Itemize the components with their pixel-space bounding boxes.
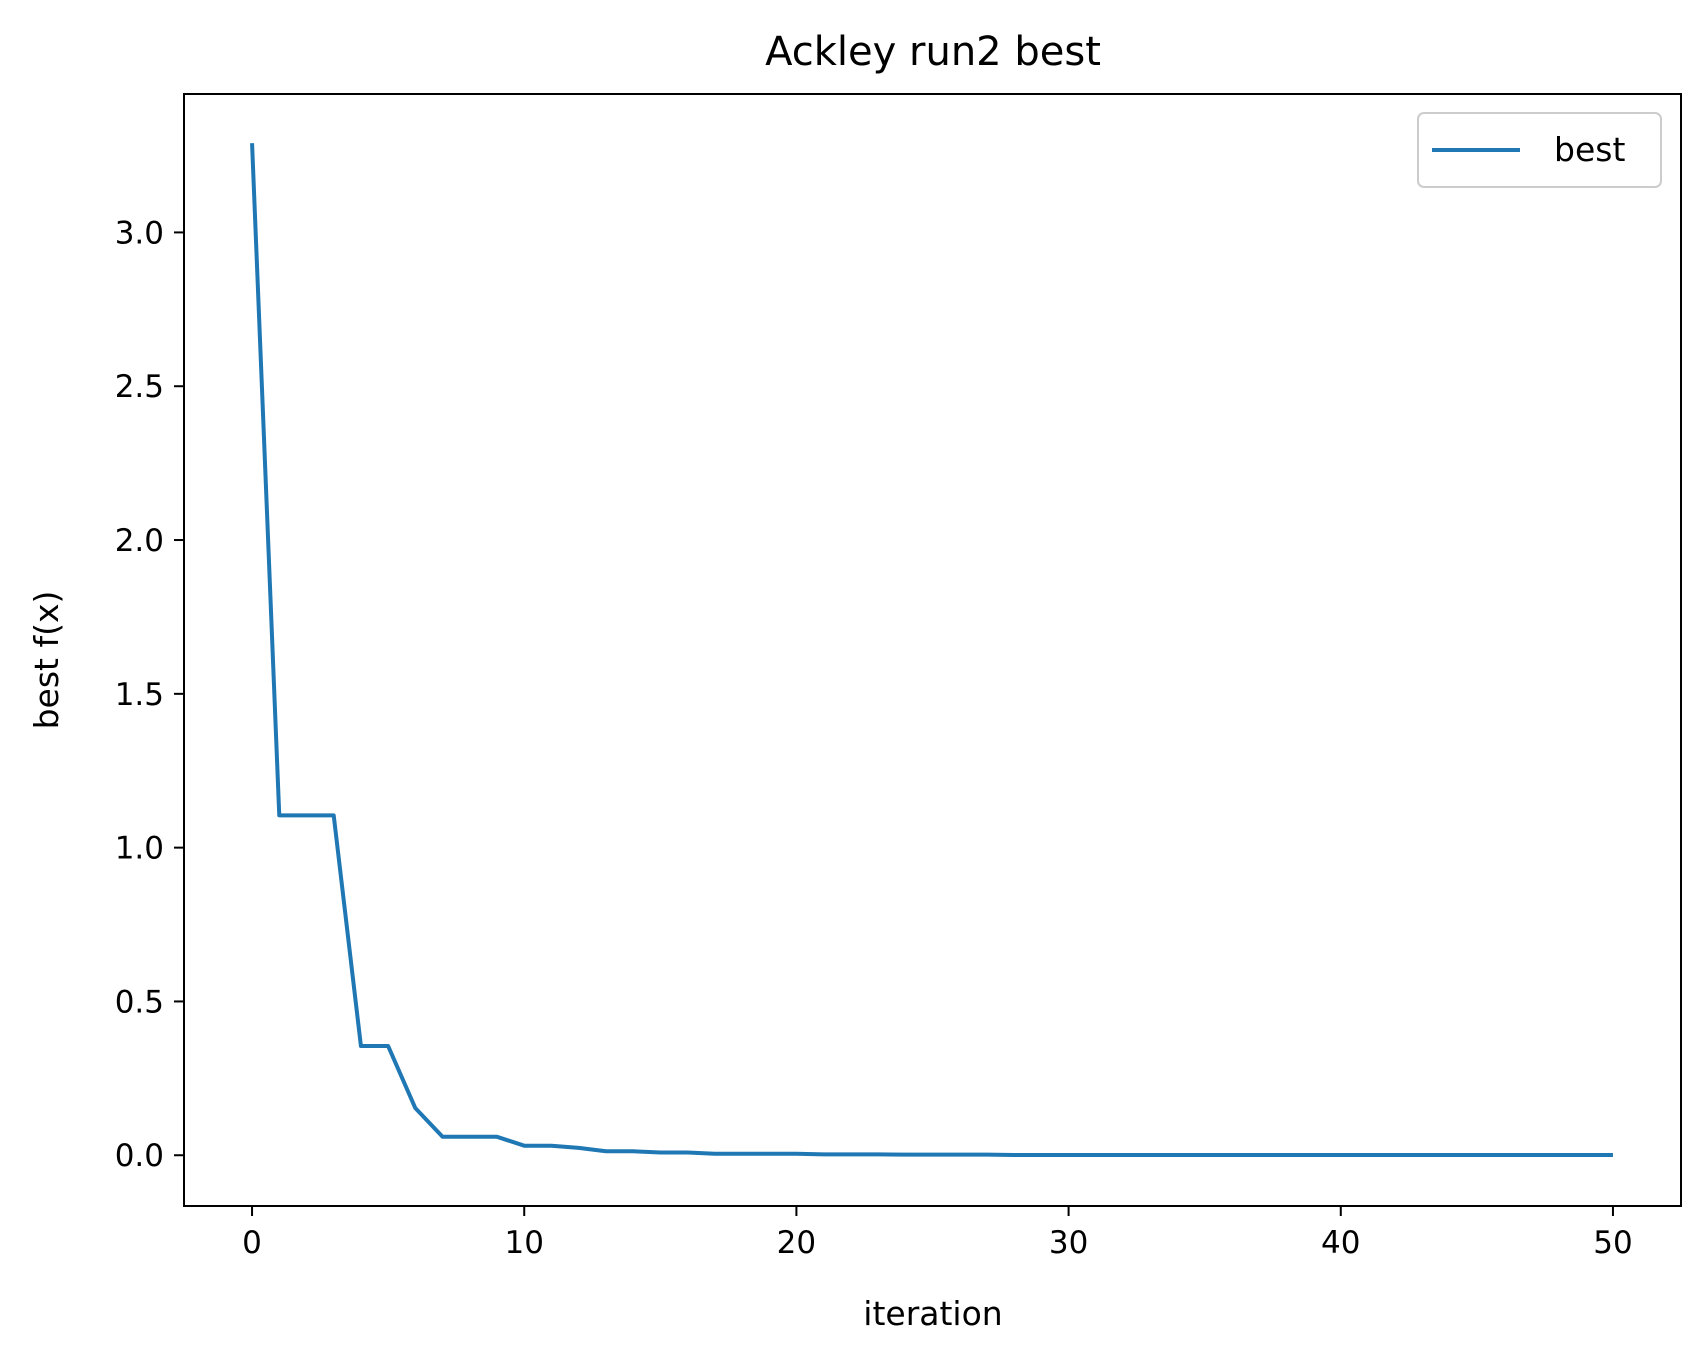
- y-tick-label: 1.5: [115, 677, 164, 713]
- series-line-best: [250, 143, 1613, 1157]
- axis-ticks: 0 10 20 30 40 50 0.0 0.5 1.0 1.5 2.0 2.5 3.0: [115, 215, 1633, 1261]
- x-tick-label: 0: [242, 1225, 262, 1261]
- y-tick-label: 2.0: [115, 523, 164, 559]
- x-tick-label: 10: [505, 1225, 544, 1261]
- y-tick-label: 2.5: [115, 369, 164, 405]
- y-tick-label: 3.0: [115, 215, 164, 251]
- x-tick-label: 50: [1593, 1225, 1632, 1261]
- x-tick-label: 40: [1321, 1225, 1360, 1261]
- x-tick-label: 30: [1049, 1225, 1088, 1261]
- legend-label-best: best: [1554, 130, 1625, 169]
- legend-box: [1417, 112, 1662, 188]
- chart-title: Ackley run2 best: [765, 29, 1101, 75]
- y-tick-label: 0.5: [115, 984, 164, 1020]
- y-tick-label: 0.0: [115, 1138, 164, 1174]
- plot-frame: [183, 93, 1682, 1207]
- legend: best: [1417, 112, 1662, 188]
- y-tick-label: 1.0: [115, 831, 164, 867]
- x-axis-label: iteration: [863, 1294, 1002, 1333]
- y-axis-label: best f(x): [27, 591, 66, 730]
- x-tick-label: 20: [777, 1225, 816, 1261]
- series-layer: [250, 143, 1613, 1157]
